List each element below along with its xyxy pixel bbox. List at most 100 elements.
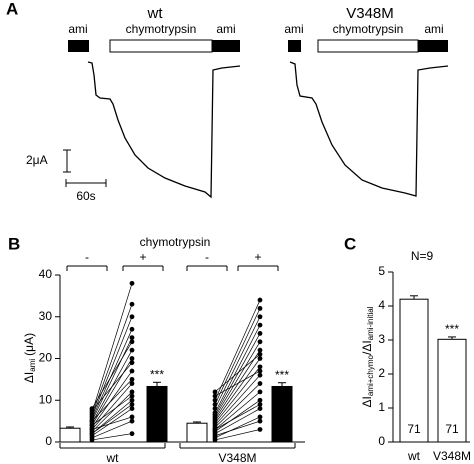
- y-tick-label: 3: [378, 332, 385, 346]
- category-label: +: [254, 250, 261, 264]
- point: [129, 301, 135, 307]
- trace: [289, 61, 449, 197]
- point: [129, 381, 135, 386]
- n-label: 71: [445, 422, 459, 436]
- y-tick-label: 30: [39, 309, 53, 323]
- chymo-bar: [109, 39, 213, 53]
- point: [257, 306, 263, 311]
- y-tick-label: 0: [45, 434, 52, 448]
- y-tick-label: 1: [378, 400, 385, 414]
- pair-line: [214, 370, 261, 397]
- ami-bar: [418, 40, 448, 52]
- point: [129, 393, 135, 399]
- point: [257, 347, 263, 353]
- ami-bar: [68, 40, 89, 52]
- pair-line: [91, 341, 133, 409]
- point: [257, 427, 263, 432]
- pair-line: [214, 299, 261, 401]
- trace: [87, 61, 241, 199]
- point: [212, 427, 218, 432]
- ami-bar: [288, 40, 301, 52]
- pair-line: [91, 399, 133, 434]
- point: [89, 406, 95, 411]
- bar-label: ami: [424, 22, 443, 36]
- y-axis-label: ΔIami (μA): [22, 333, 37, 383]
- pair-line: [91, 420, 133, 439]
- pair-line: [91, 404, 133, 434]
- pair-line: [214, 404, 261, 430]
- pair-line: [91, 283, 133, 413]
- bar-label: ami: [284, 22, 303, 36]
- x-tick-label: wt: [407, 449, 421, 463]
- y-label-part: (μA): [22, 333, 36, 356]
- point: [212, 397, 218, 403]
- point: [129, 314, 135, 320]
- point: [129, 431, 135, 437]
- pair-line: [214, 333, 261, 416]
- point: [129, 326, 135, 332]
- bar: [271, 385, 293, 443]
- point: [212, 393, 218, 399]
- chart-title: chymotrypsin: [140, 235, 211, 249]
- pair-line: [214, 316, 261, 409]
- chymo-bar: [317, 39, 419, 53]
- point: [257, 368, 263, 374]
- pair-line: [91, 337, 133, 422]
- pair-line: [214, 324, 261, 413]
- y-label-part: /: [360, 351, 374, 355]
- point: [257, 381, 263, 386]
- point: [257, 356, 263, 361]
- point: [212, 406, 218, 411]
- pair-line: [214, 429, 261, 441]
- scale-label: 60s: [76, 189, 95, 203]
- pair-line: [91, 383, 133, 430]
- x-tick-label: V348M: [433, 449, 471, 463]
- panel-label: A: [6, 0, 18, 18]
- pair-line: [91, 395, 133, 426]
- point: [129, 376, 135, 382]
- point: [257, 314, 263, 320]
- y-axis-label: ΔIami+chymo/ΔIami-initial: [360, 306, 375, 407]
- pair-line: [91, 408, 133, 437]
- pair-line: [214, 399, 261, 432]
- category-label: +: [139, 250, 146, 264]
- bar: [186, 422, 208, 443]
- y-tick-label: 4: [378, 298, 385, 312]
- y-label-part: ami: [28, 359, 37, 372]
- y-label-part: ΔI: [360, 340, 374, 351]
- point: [212, 402, 218, 407]
- n-label: 71: [407, 422, 421, 436]
- bar-label: ami: [68, 22, 87, 36]
- pair-line: [214, 383, 261, 428]
- point: [257, 406, 263, 411]
- point: [257, 322, 263, 328]
- pair-line: [91, 391, 133, 432]
- pair-line: [91, 379, 133, 422]
- point: [212, 389, 218, 395]
- point: [129, 356, 135, 361]
- pair-line: [91, 304, 133, 415]
- point: [129, 406, 135, 411]
- point: [212, 433, 218, 439]
- pair-line: [91, 329, 133, 420]
- point: [257, 331, 263, 336]
- pair-line: [91, 316, 133, 418]
- pair-line: [214, 341, 261, 418]
- pair-line: [214, 308, 261, 405]
- y-tick-label: 0: [378, 434, 385, 448]
- pair-line: [214, 358, 261, 422]
- pair-line: [214, 374, 261, 426]
- bar: [146, 385, 168, 443]
- y-tick-label: 5: [378, 264, 385, 278]
- category-label: -: [85, 250, 89, 264]
- point: [129, 389, 135, 395]
- bar-label: ami: [216, 22, 235, 36]
- pair-line: [214, 366, 261, 424]
- y-label-part: ami+chymo: [366, 354, 375, 396]
- pair-line: [214, 420, 261, 437]
- point: [129, 368, 135, 374]
- point: [129, 347, 135, 353]
- bar: [59, 427, 81, 443]
- y-tick-label: 20: [39, 351, 53, 365]
